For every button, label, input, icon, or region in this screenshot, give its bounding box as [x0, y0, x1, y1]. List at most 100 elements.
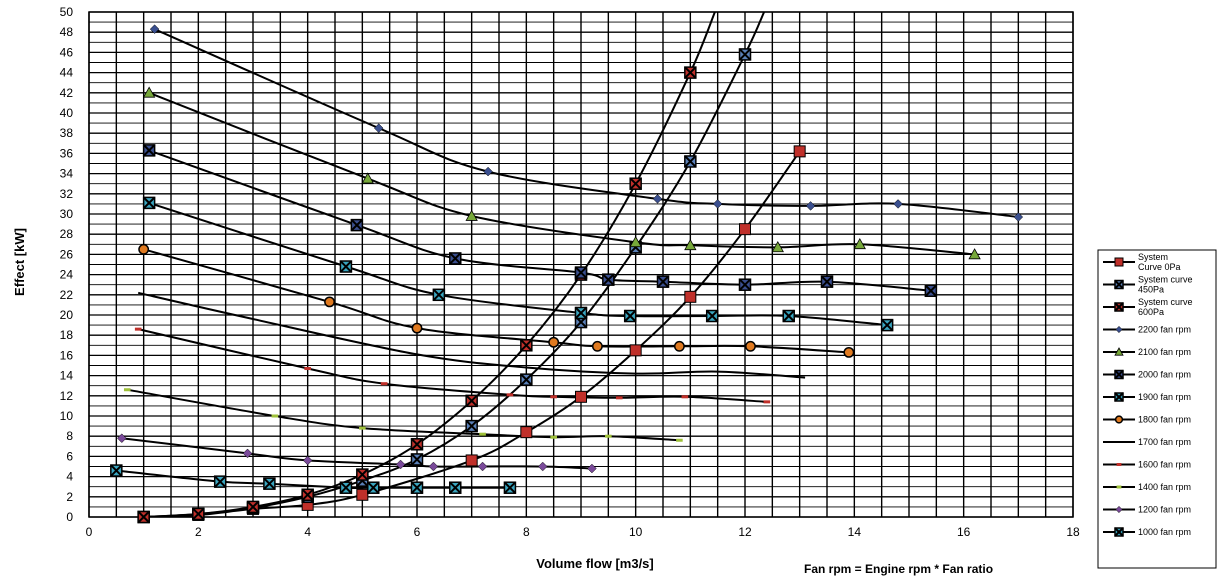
y-tick-label: 30 [60, 207, 74, 221]
legend-label: 1600 fan rpm [1138, 460, 1191, 470]
series-line [137, 291, 806, 379]
data-point [793, 145, 806, 158]
data-point [575, 390, 587, 403]
x-tick-label: 2 [195, 525, 202, 539]
series-markers [110, 24, 1024, 524]
x-tick-label: 6 [414, 525, 421, 539]
legend-label: 600Pa [1138, 307, 1164, 317]
x-tick-label: 14 [848, 525, 862, 539]
y-tick-label: 46 [60, 45, 74, 59]
y-tick-label: 14 [60, 369, 74, 383]
legend-label: 1200 fan rpm [1138, 505, 1191, 515]
legend-label: 1000 fan rpm [1138, 527, 1191, 537]
data-point [142, 86, 156, 98]
data-point [548, 336, 560, 348]
grid [88, 11, 1074, 518]
data-point [1114, 392, 1124, 402]
legend-label: 450Pa [1138, 285, 1164, 295]
data-point [712, 199, 723, 209]
data-point [465, 394, 478, 408]
data-point [410, 453, 424, 466]
data-point [520, 373, 533, 386]
y-tick-label: 28 [60, 227, 74, 241]
x-tick-label: 0 [86, 525, 93, 539]
data-point [893, 199, 903, 209]
x-tick-label: 8 [523, 525, 530, 539]
x-tick-label: 10 [629, 525, 643, 539]
data-point [449, 252, 462, 265]
x-tick-label: 18 [1066, 525, 1080, 539]
data-point [367, 481, 380, 494]
data-point [684, 66, 697, 79]
y-tick-label: 40 [60, 106, 74, 120]
data-point [465, 419, 478, 433]
data-point [1114, 369, 1124, 380]
data-point [1114, 257, 1124, 267]
data-point [356, 468, 369, 481]
legend-item: 1600 fan rpm [1103, 460, 1191, 470]
data-point [629, 344, 642, 357]
legend-item: 1800 fan rpm [1103, 415, 1191, 425]
data-point [410, 481, 424, 494]
data-point [410, 438, 424, 451]
legend-item: 1900 fan rpm [1103, 392, 1191, 402]
data-point [356, 488, 369, 501]
y-tick-label: 8 [66, 429, 73, 443]
data-point [805, 201, 816, 211]
legend-item: 2100 fan rpm [1103, 347, 1191, 357]
data-point [1114, 279, 1124, 290]
y-tick-label: 38 [60, 126, 74, 140]
data-point [1013, 212, 1024, 222]
y-tick-label: 42 [60, 86, 74, 100]
y-tick-label: 18 [60, 328, 74, 342]
data-point [629, 235, 642, 248]
x-tick-label: 4 [304, 525, 311, 539]
data-point [745, 340, 756, 352]
footnote: Fan rpm = Engine rpm * Fan ratio [804, 562, 993, 576]
legend-label: System curve [1138, 297, 1193, 307]
y-tick-label: 50 [60, 5, 74, 19]
data-point [924, 284, 938, 298]
data-point [142, 144, 156, 157]
legend-label: 2200 fan rpm [1138, 325, 1191, 335]
y-tick-label: 44 [60, 66, 74, 80]
data-point [465, 454, 478, 467]
x-tick-label: 12 [738, 525, 752, 539]
data-point [739, 223, 751, 236]
data-point [587, 463, 597, 474]
y-tick-label: 20 [60, 308, 74, 322]
data-point [705, 309, 719, 323]
legend-item: 2200 fan rpm [1103, 325, 1191, 335]
y-tick-label: 6 [66, 449, 73, 463]
y-axis-title: Effect [kW] [12, 228, 27, 296]
data-point [537, 461, 548, 472]
data-point [301, 488, 314, 502]
legend-label: 1400 fan rpm [1138, 482, 1191, 492]
legend-item: 1700 fan rpm [1103, 437, 1191, 447]
y-tick-label: 34 [60, 167, 74, 181]
y-tick-label: 12 [60, 389, 74, 403]
data-point [602, 273, 615, 286]
data-point [629, 177, 642, 190]
y-tick-label: 22 [60, 288, 74, 302]
data-point [503, 481, 517, 494]
data-point [1114, 527, 1124, 537]
data-point [339, 260, 353, 273]
y-tick-label: 48 [60, 25, 74, 39]
data-point [574, 266, 588, 279]
y-tick-label: 4 [66, 470, 73, 484]
data-point [117, 433, 127, 443]
legend-label: 1900 fan rpm [1138, 392, 1191, 402]
legend-label: Curve 0Pa [1138, 262, 1181, 272]
x-axis-title: Volume flow [m3/s] [536, 556, 654, 571]
data-point [373, 123, 384, 133]
data-point [350, 218, 364, 232]
data-point [395, 459, 406, 470]
legend-item: 1200 fan rpm [1103, 505, 1191, 515]
data-point [137, 510, 150, 524]
data-point [684, 238, 697, 251]
